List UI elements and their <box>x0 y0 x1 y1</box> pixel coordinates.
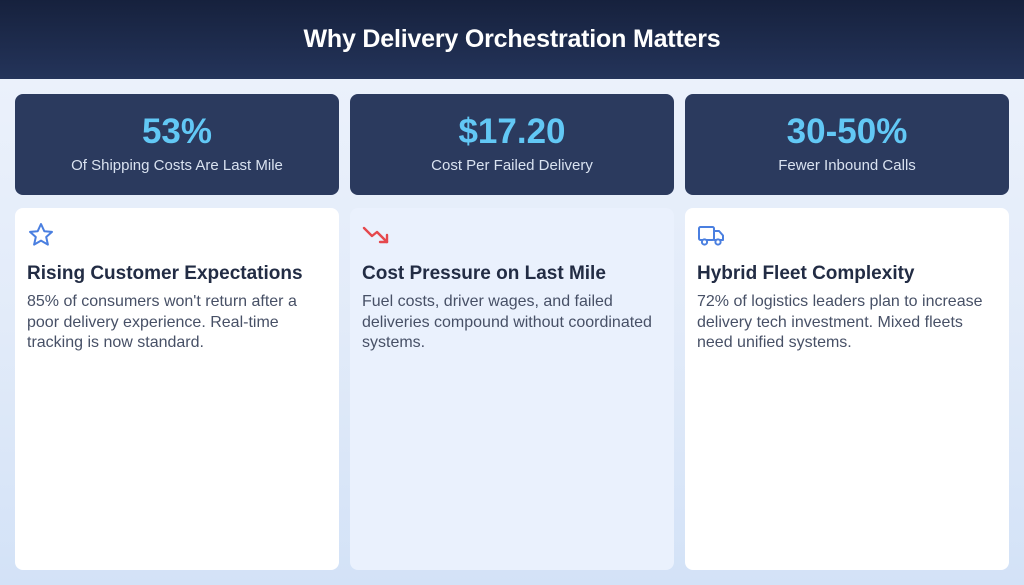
truck-icon <box>698 226 724 246</box>
stat-value: 53% <box>141 112 213 151</box>
page-title: Why Delivery Orchestration Matters <box>303 25 721 53</box>
card-title: Hybrid Fleet Complexity <box>697 263 915 284</box>
card-body: Fuel costs, driver wages, and failed del… <box>362 293 652 351</box>
card-title: Cost Pressure on Last Mile <box>362 263 606 284</box>
stat-label: Of Shipping Costs Are Last Mile <box>71 157 283 174</box>
stat-card-failed-delivery: $17.20 Cost Per Failed Delivery <box>350 94 674 195</box>
card-customer-expectations: Rising Customer Expectations 85% of cons… <box>15 208 339 570</box>
page-header: Why Delivery Orchestration Matters <box>0 0 1024 79</box>
card-cost-pressure: Cost Pressure on Last Mile Fuel costs, d… <box>350 208 674 570</box>
stat-value: $17.20 <box>458 112 566 151</box>
stat-card-inbound-calls: 30-50% Fewer Inbound Calls <box>685 94 1009 195</box>
card-title: Rising Customer Expectations <box>27 263 303 284</box>
stat-label: Cost Per Failed Delivery <box>431 157 593 174</box>
card-body: 72% of logistics leaders plan to increas… <box>697 293 983 351</box>
stat-card-last-mile: 53% Of Shipping Costs Are Last Mile <box>15 94 339 195</box>
stat-value: 30-50% <box>786 112 908 151</box>
star-icon <box>29 223 53 246</box>
trending-down-icon <box>362 226 389 244</box>
card-hybrid-fleet: Hybrid Fleet Complexity 72% of logistics… <box>685 208 1009 570</box>
stat-label: Fewer Inbound Calls <box>778 157 916 174</box>
card-body: 85% of consumers won't return after a po… <box>27 293 297 351</box>
